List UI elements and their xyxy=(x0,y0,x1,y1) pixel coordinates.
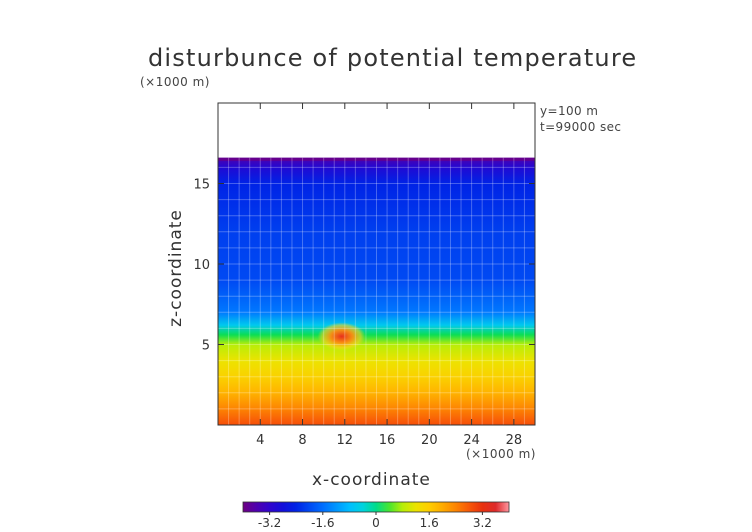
field-region xyxy=(218,157,535,425)
colorbar-tick-label: 3.2 xyxy=(473,516,492,530)
x-axis: 4 8 12 16 20 24 28 xyxy=(256,103,522,448)
y-axis-label: z-coordinate xyxy=(166,209,186,327)
x-tick-label: 4 xyxy=(256,433,264,448)
field-top-edge xyxy=(218,157,535,161)
x-tick-label: 16 xyxy=(379,433,396,448)
x-axis-label: x-coordinate xyxy=(312,470,431,490)
colorbar-tick-label: 1.6 xyxy=(420,516,439,530)
colorbar-bar xyxy=(242,501,510,513)
y-tick-label: 5 xyxy=(202,339,210,354)
x-tick-label: 24 xyxy=(463,433,480,448)
hot-spot xyxy=(317,322,366,351)
colorbar-tick-label: -1.6 xyxy=(311,516,334,530)
heatmap-field xyxy=(218,157,535,425)
y-tick-label: 15 xyxy=(193,178,210,193)
y-axis: 5 10 15 xyxy=(193,178,535,354)
chart-title: disturbunce of potential temperature xyxy=(148,44,638,72)
annotation-time: t=99000 sec xyxy=(540,120,622,134)
colorbar-tick-label: 0 xyxy=(372,516,380,530)
x-tick-label: 20 xyxy=(421,433,438,448)
x-tick-label: 28 xyxy=(506,433,523,448)
x-tick-label: 12 xyxy=(337,433,354,448)
colorbar-tick-label: -3.2 xyxy=(258,516,281,530)
annotation-y-position: y=100 m xyxy=(540,104,599,118)
x-axis-unit: (×1000 m) xyxy=(466,447,536,461)
y-tick-label: 10 xyxy=(193,258,210,273)
y-axis-unit: (×1000 m) xyxy=(140,75,210,89)
grid-lines xyxy=(218,157,535,425)
x-tick-label: 8 xyxy=(298,433,306,448)
colorbar: -3.2 -1.6 0 1.6 3.2 xyxy=(242,501,510,530)
